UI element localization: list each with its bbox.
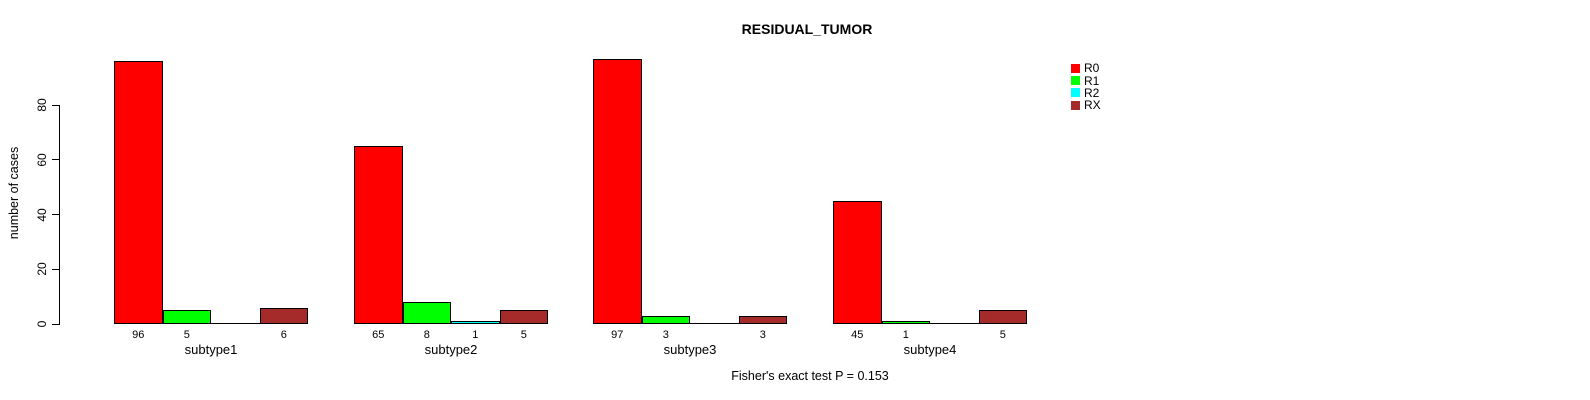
y-tick-label: 60 <box>35 153 49 167</box>
legend-item-R0: R0 <box>1071 62 1101 74</box>
y-tick-label: 20 <box>35 262 49 276</box>
y-tick <box>52 159 59 161</box>
bar-R0-subtype2 <box>354 146 403 324</box>
legend-label: R2 <box>1084 85 1100 100</box>
legend-item-R2: R2 <box>1071 87 1101 99</box>
bar-RX-subtype1 <box>259 308 308 324</box>
bar-value-label: 5 <box>520 329 527 341</box>
y-tick-label: 0 <box>35 320 49 328</box>
bar-value-label: 1 <box>902 329 909 341</box>
legend-label: RX <box>1084 98 1101 113</box>
legend-swatch-R0 <box>1071 63 1080 73</box>
x-category-label: subtype3 <box>663 342 717 357</box>
y-tick-label: 80 <box>35 98 49 112</box>
bar-value-label: 5 <box>999 329 1006 341</box>
bar-R1-subtype2 <box>402 302 451 324</box>
bar-value-label: 45 <box>851 329 864 341</box>
legend-item-RX: RX <box>1071 99 1101 111</box>
bar-value-label: 8 <box>423 329 430 341</box>
legend: R0 R1 R2 RX <box>1071 62 1101 112</box>
bar-R2-subtype3 <box>690 323 739 324</box>
y-tick <box>52 268 59 270</box>
x-category-label: subtype2 <box>424 342 478 357</box>
bar-RX-subtype3 <box>738 316 787 324</box>
bar-R0-subtype4 <box>833 201 882 324</box>
legend-label: R0 <box>1084 61 1100 76</box>
x-category-label: subtype1 <box>184 342 238 357</box>
bar-R2-subtype4 <box>930 323 979 324</box>
legend-swatch-R1 <box>1071 76 1080 86</box>
bar-R0-subtype1 <box>114 61 163 324</box>
bar-R2-subtype1 <box>211 323 260 324</box>
stat-footnote: Fisher's exact test P = 0.153 <box>731 369 889 383</box>
bar-value-label: 6 <box>280 329 287 341</box>
bar-value-label: 96 <box>132 329 145 341</box>
y-axis-line <box>59 105 60 325</box>
y-axis-label: number of cases <box>7 146 21 240</box>
bar-R1-subtype1 <box>162 310 211 324</box>
bar-RX-subtype2 <box>499 310 548 324</box>
bar-R1-subtype4 <box>881 321 930 324</box>
x-category-label: subtype4 <box>903 342 957 357</box>
bar-value-label: 3 <box>759 329 766 341</box>
y-tick <box>52 323 59 325</box>
bar-value-label: 1 <box>472 329 479 341</box>
bar-R1-subtype3 <box>641 316 690 324</box>
bar-RX-subtype4 <box>978 310 1027 324</box>
bar-value-label: 97 <box>611 329 624 341</box>
legend-item-R1: R1 <box>1071 73 1101 88</box>
y-tick <box>52 214 59 215</box>
legend-swatch-R2 <box>1071 88 1080 98</box>
bar-value-label: 5 <box>183 329 190 341</box>
bar-R2-subtype2 <box>451 321 500 324</box>
legend-label: R1 <box>1084 73 1100 88</box>
y-tick <box>52 104 59 106</box>
chart-title: RESIDUAL_TUMOR <box>741 21 873 37</box>
bar-value-label: 3 <box>662 329 669 341</box>
bar-R0-subtype3 <box>593 59 642 324</box>
bar-value-label: 65 <box>372 329 385 341</box>
y-tick-label: 40 <box>35 207 49 222</box>
legend-swatch-RX <box>1071 100 1080 110</box>
